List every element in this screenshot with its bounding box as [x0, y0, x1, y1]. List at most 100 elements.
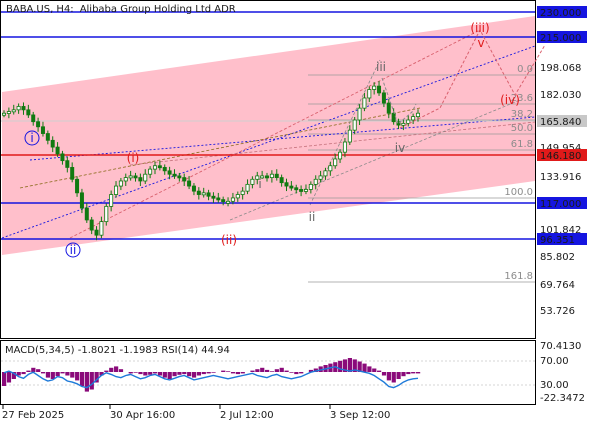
- candle: [372, 85, 377, 90]
- candle: [65, 160, 70, 168]
- candle: [391, 112, 396, 123]
- macd-bar: [338, 360, 343, 372]
- candle: [104, 205, 109, 223]
- candle: [279, 177, 284, 184]
- macd-bar: [386, 372, 391, 381]
- current-price-tag: [537, 115, 587, 127]
- candle: [406, 119, 411, 124]
- time-label: 30 Apr 16:00: [110, 410, 175, 421]
- macd-bar: [31, 367, 36, 372]
- macd-bar: [357, 361, 362, 372]
- macd-bar: [406, 372, 411, 375]
- price-tick: 146.180: [540, 151, 581, 162]
- candle: [401, 122, 406, 126]
- candle: [133, 175, 138, 179]
- price-tick: 53.726: [540, 306, 575, 317]
- candle: [303, 189, 308, 192]
- candle: [172, 173, 177, 177]
- candle: [94, 229, 99, 236]
- candle: [308, 183, 313, 190]
- candle: [187, 180, 192, 187]
- macd-bar: [269, 371, 275, 372]
- candle: [411, 116, 416, 121]
- macd-bar: [235, 372, 240, 375]
- fib-label: 38.2: [511, 109, 533, 120]
- macd-bar: [26, 370, 31, 372]
- candle: [138, 177, 143, 182]
- macd-bar: [342, 359, 348, 372]
- trend-line: [129, 121, 536, 166]
- candle: [386, 102, 391, 114]
- macd-bar: [148, 372, 153, 375]
- candle: [362, 97, 367, 109]
- candle: [221, 199, 226, 203]
- wave-label-red-iv: (iv): [500, 93, 520, 107]
- candle: [60, 153, 65, 162]
- macd-bar: [94, 372, 99, 383]
- candle: [226, 200, 231, 204]
- candle: [26, 109, 31, 116]
- trend-line: [29, 116, 536, 161]
- macd-bar: [313, 368, 318, 372]
- macd-bar: [308, 369, 314, 372]
- macd-bar: [294, 372, 299, 375]
- macd-bar: [2, 372, 7, 386]
- macd-bar: [75, 372, 80, 381]
- price-tick: 165.840: [540, 117, 581, 128]
- trend-line: [19, 107, 421, 189]
- price-tick: 117.000: [540, 199, 581, 210]
- candle: [40, 126, 45, 134]
- macd-bar: [255, 369, 260, 372]
- candle: [31, 114, 36, 123]
- time-label: 2 Jul 12:00: [220, 410, 274, 421]
- candle: [235, 194, 240, 199]
- macd-bar: [157, 372, 163, 376]
- candle: [118, 180, 123, 187]
- macd-bar: [206, 372, 211, 374]
- macd-bar: [347, 358, 353, 372]
- macd-bar: [187, 372, 192, 377]
- level-tag: [537, 197, 587, 209]
- candle: [157, 165, 162, 169]
- candle: [11, 109, 16, 113]
- wave-label-blue-ii-ring: [65, 242, 81, 258]
- macd-bar: [240, 372, 245, 374]
- macd-bar: [250, 370, 255, 372]
- candle: [79, 192, 84, 209]
- macd-bar: [21, 372, 26, 375]
- macd-bar: [55, 372, 60, 377]
- candle: [109, 194, 114, 207]
- macd-bar: [230, 372, 236, 374]
- price-tick: 198.068: [540, 63, 581, 74]
- macd-bar: [274, 369, 279, 372]
- macd-bar: [182, 372, 187, 375]
- wave-label-blue-i-ring: [24, 130, 40, 146]
- wave-projection: [381, 28, 546, 129]
- candle: [245, 183, 250, 192]
- candle: [89, 219, 94, 231]
- candle: [328, 165, 333, 172]
- fib-label: 50.0: [511, 123, 533, 134]
- candle: [196, 190, 201, 195]
- candle: [55, 146, 60, 155]
- level-tag: [537, 233, 587, 245]
- macd-bar: [36, 369, 41, 372]
- macd-bar: [65, 372, 70, 376]
- candle: [216, 197, 221, 201]
- wave-label-gray-i: i: [258, 177, 261, 191]
- candle: [250, 178, 255, 185]
- candle: [230, 197, 235, 202]
- wave-label-blue-i: i: [30, 131, 33, 145]
- macd-bar: [279, 367, 284, 372]
- fib-label: 100.0: [504, 187, 533, 198]
- macd-bar: [104, 370, 109, 372]
- macd-bar: [167, 372, 172, 379]
- candle: [357, 107, 362, 121]
- candle: [313, 178, 318, 185]
- time-label: 3 Sep 12:00: [330, 410, 390, 421]
- candle: [128, 175, 133, 179]
- macd-bar: [318, 366, 323, 372]
- macd-bar: [114, 366, 119, 372]
- wave-label-gray-iv: iv: [395, 141, 405, 155]
